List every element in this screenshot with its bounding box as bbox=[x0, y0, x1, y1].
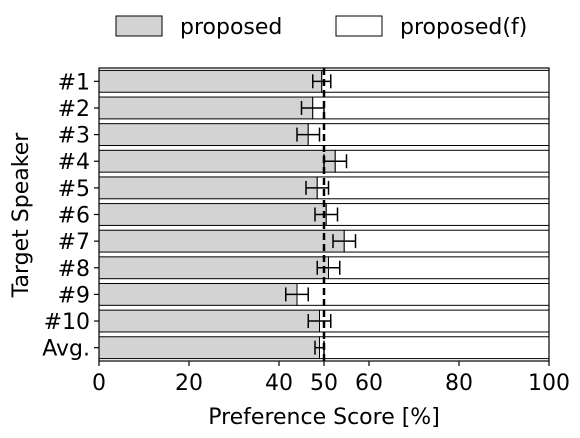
legend-label-proposed-f: proposed(f) bbox=[400, 15, 527, 40]
y-tick-label-7: #8 bbox=[58, 257, 90, 282]
bar-proposed-f-4 bbox=[316, 176, 550, 200]
bar-proposed-6 bbox=[98, 229, 345, 253]
bar-proposed-f-0 bbox=[321, 69, 550, 93]
legend-swatch-proposed bbox=[115, 15, 163, 37]
x-ticks: 0 20 40 50 60 80 100 bbox=[92, 361, 570, 396]
bar-proposed-f-2 bbox=[307, 123, 550, 147]
bar-proposed-f-3 bbox=[334, 149, 550, 173]
legend-swatch-proposed-f bbox=[335, 15, 383, 37]
y-tick-label-8: #9 bbox=[58, 283, 90, 308]
bar-proposed-8 bbox=[98, 282, 298, 306]
bar-proposed-10 bbox=[98, 336, 320, 360]
bar-proposed-2 bbox=[98, 123, 309, 147]
y-tick-label-5: #6 bbox=[58, 204, 90, 229]
y-tick-label-1: #2 bbox=[58, 97, 90, 122]
bar-proposed-f-6 bbox=[343, 229, 550, 253]
y-tick-label-2: #3 bbox=[58, 124, 90, 149]
x-tick-label-80: 80 bbox=[445, 371, 473, 396]
x-axis-label: Preference Score [%] bbox=[208, 405, 440, 430]
bar-proposed-f-5 bbox=[325, 203, 550, 226]
plot-frame bbox=[98, 67, 550, 362]
y-tick-label-6: #7 bbox=[58, 230, 90, 255]
error-bar-5 bbox=[314, 207, 339, 222]
y-tick-label-3: #4 bbox=[58, 150, 90, 175]
error-bar-0 bbox=[312, 74, 332, 89]
y-axis-label: Target Speaker bbox=[9, 132, 34, 298]
error-bar-2 bbox=[296, 127, 321, 142]
y-tick-label-9: #10 bbox=[44, 310, 90, 335]
bar-proposed-5 bbox=[98, 203, 327, 226]
y-tick-label-4: #5 bbox=[58, 177, 90, 202]
x-tick-label-20: 20 bbox=[175, 371, 203, 396]
x-tick-label-100: 100 bbox=[528, 371, 570, 396]
bar-proposed-f-8 bbox=[296, 282, 550, 306]
bar-proposed-3 bbox=[98, 149, 336, 173]
bar-proposed-f-10 bbox=[319, 336, 550, 360]
bar-proposed-9 bbox=[98, 309, 320, 333]
error-bar-6 bbox=[332, 234, 357, 249]
y-tick-label-0: #1 bbox=[58, 70, 90, 95]
x-tick-label-60: 60 bbox=[355, 371, 383, 396]
error-bars-layer bbox=[285, 74, 357, 355]
bar-proposed-1 bbox=[98, 96, 314, 120]
x-tick-label-40: 40 bbox=[265, 371, 293, 396]
bar-proposed-f-7 bbox=[328, 256, 550, 280]
legend-label-proposed: proposed bbox=[180, 15, 282, 40]
x-tick-label-0: 0 bbox=[92, 371, 106, 396]
bar-proposed-0 bbox=[98, 69, 323, 93]
error-bar-9 bbox=[307, 314, 332, 329]
error-bar-7 bbox=[316, 260, 341, 275]
error-bar-8 bbox=[285, 287, 309, 302]
x-tick-label-50: 50 bbox=[310, 371, 338, 396]
bar-proposed-4 bbox=[98, 176, 318, 200]
bar-proposed-7 bbox=[98, 256, 329, 280]
bar-proposed-f-9 bbox=[319, 309, 550, 333]
legend: proposed proposed(f) bbox=[115, 15, 527, 40]
error-bar-4 bbox=[305, 180, 330, 195]
y-tick-label-10: Avg. bbox=[42, 337, 90, 362]
bar-proposed-f-1 bbox=[312, 96, 550, 120]
